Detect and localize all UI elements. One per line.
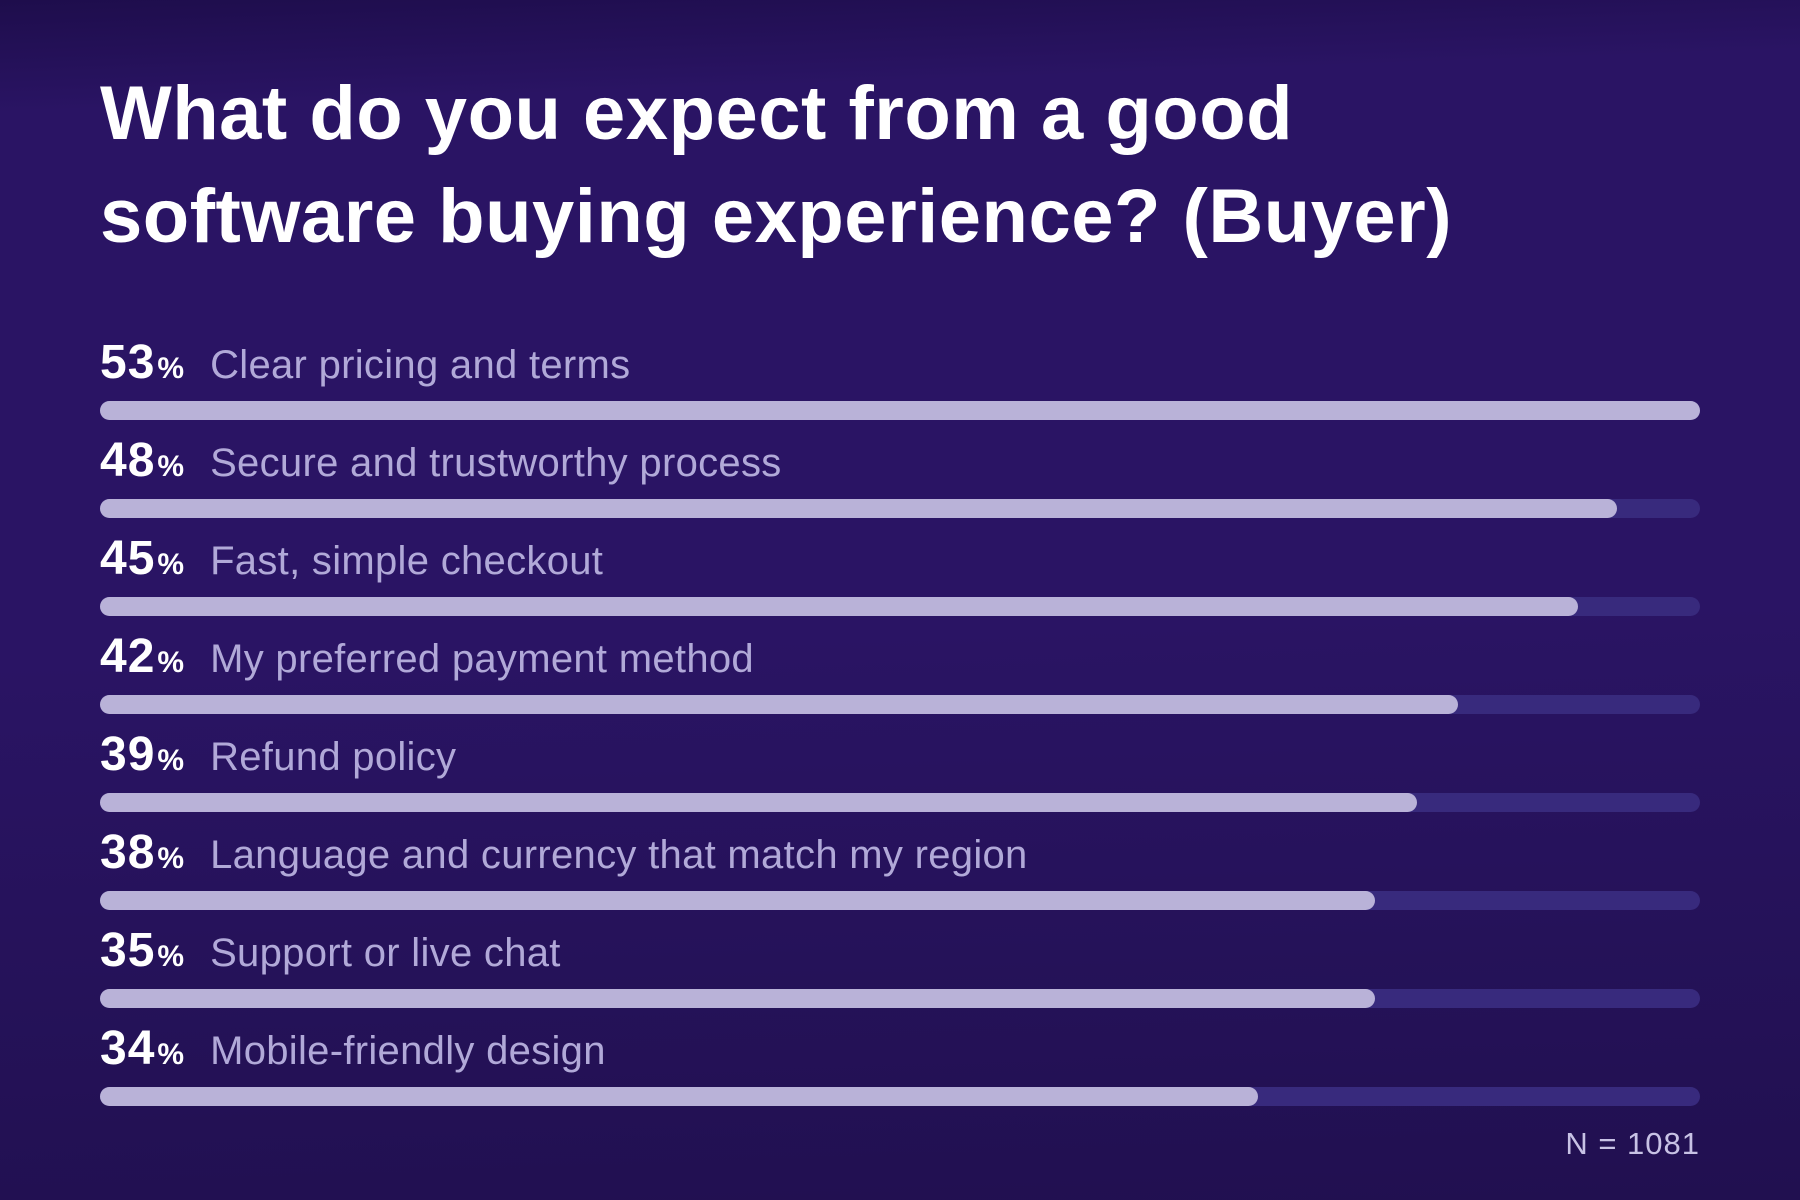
- bar-value: 48: [100, 434, 156, 487]
- percent-sign: %: [157, 646, 185, 679]
- chart-title-line1: What do you expect from a good: [100, 71, 1294, 156]
- bar-value: 42: [100, 630, 156, 683]
- bar-row: 48% Secure and trustworthy process: [100, 433, 1700, 518]
- bar-category-label: My preferred payment method: [210, 637, 754, 681]
- bar-fill: [100, 695, 1459, 714]
- bar-value: 35: [100, 924, 156, 977]
- bar-row: 35% Support or live chat: [100, 923, 1700, 1008]
- bar-label-line: 39% Refund policy: [100, 727, 1700, 781]
- bar-category-label: Clear pricing and terms: [210, 343, 631, 387]
- bar-fill: [100, 1087, 1259, 1106]
- bar-label-line: 42% My preferred payment method: [100, 629, 1700, 683]
- bar-category-label: Secure and trustworthy process: [210, 441, 782, 485]
- bar-row: 45% Fast, simple checkout: [100, 531, 1700, 616]
- bar-label-line: 34% Mobile-friendly design: [100, 1021, 1700, 1075]
- bar-category-label: Support or live chat: [210, 931, 561, 975]
- bar-category-label: Fast, simple checkout: [210, 539, 604, 583]
- bar-row: 34% Mobile-friendly design: [100, 1021, 1700, 1106]
- bar-track: [100, 1087, 1700, 1106]
- bar-label-line: 53% Clear pricing and terms: [100, 335, 1700, 389]
- bar-label-line: 48% Secure and trustworthy process: [100, 433, 1700, 487]
- bar-label-line: 35% Support or live chat: [100, 923, 1700, 977]
- chart-title-line2: software buying experience? (Buyer): [100, 174, 1453, 259]
- bar-track: [100, 989, 1700, 1008]
- bar-fill: [100, 401, 1700, 420]
- bar-label-line: 38% Language and currency that match my r…: [100, 825, 1700, 879]
- bar-chart: 53% Clear pricing and terms 48% Secure and …: [100, 335, 1700, 1119]
- bar-category-label: Language and currency that match my regi…: [210, 833, 1028, 877]
- bar-track: [100, 695, 1700, 714]
- percent-sign: %: [157, 352, 185, 385]
- percent-sign: %: [157, 1038, 185, 1071]
- sample-size-note: N = 1081: [1565, 1126, 1700, 1161]
- percent-sign: %: [157, 940, 185, 973]
- bar-row: 42% My preferred payment method: [100, 629, 1700, 714]
- bar-fill: [100, 793, 1417, 812]
- percent-sign: %: [157, 450, 185, 483]
- bar-fill: [100, 597, 1579, 616]
- bar-value: 38: [100, 826, 156, 879]
- bar-category-label: Mobile-friendly design: [210, 1029, 606, 1073]
- percent-sign: %: [157, 744, 185, 777]
- bar-value: 53: [100, 336, 156, 389]
- bar-track: [100, 891, 1700, 910]
- bar-fill: [100, 989, 1376, 1008]
- chart-title: What do you expect from a good software …: [100, 62, 1710, 268]
- bar-row: 39% Refund policy: [100, 727, 1700, 812]
- bar-track: [100, 401, 1700, 420]
- bar-track: [100, 597, 1700, 616]
- bar-value: 39: [100, 728, 156, 781]
- percent-sign: %: [157, 548, 185, 581]
- bar-value: 34: [100, 1022, 156, 1075]
- bar-category-label: Refund policy: [210, 735, 457, 779]
- bar-fill: [100, 891, 1376, 910]
- bar-row: 53% Clear pricing and terms: [100, 335, 1700, 420]
- bar-track: [100, 793, 1700, 812]
- percent-sign: %: [157, 842, 185, 875]
- bar-track: [100, 499, 1700, 518]
- bar-value: 45: [100, 532, 156, 585]
- bar-label-line: 45% Fast, simple checkout: [100, 531, 1700, 585]
- bar-fill: [100, 499, 1617, 518]
- bar-row: 38% Language and currency that match my r…: [100, 825, 1700, 910]
